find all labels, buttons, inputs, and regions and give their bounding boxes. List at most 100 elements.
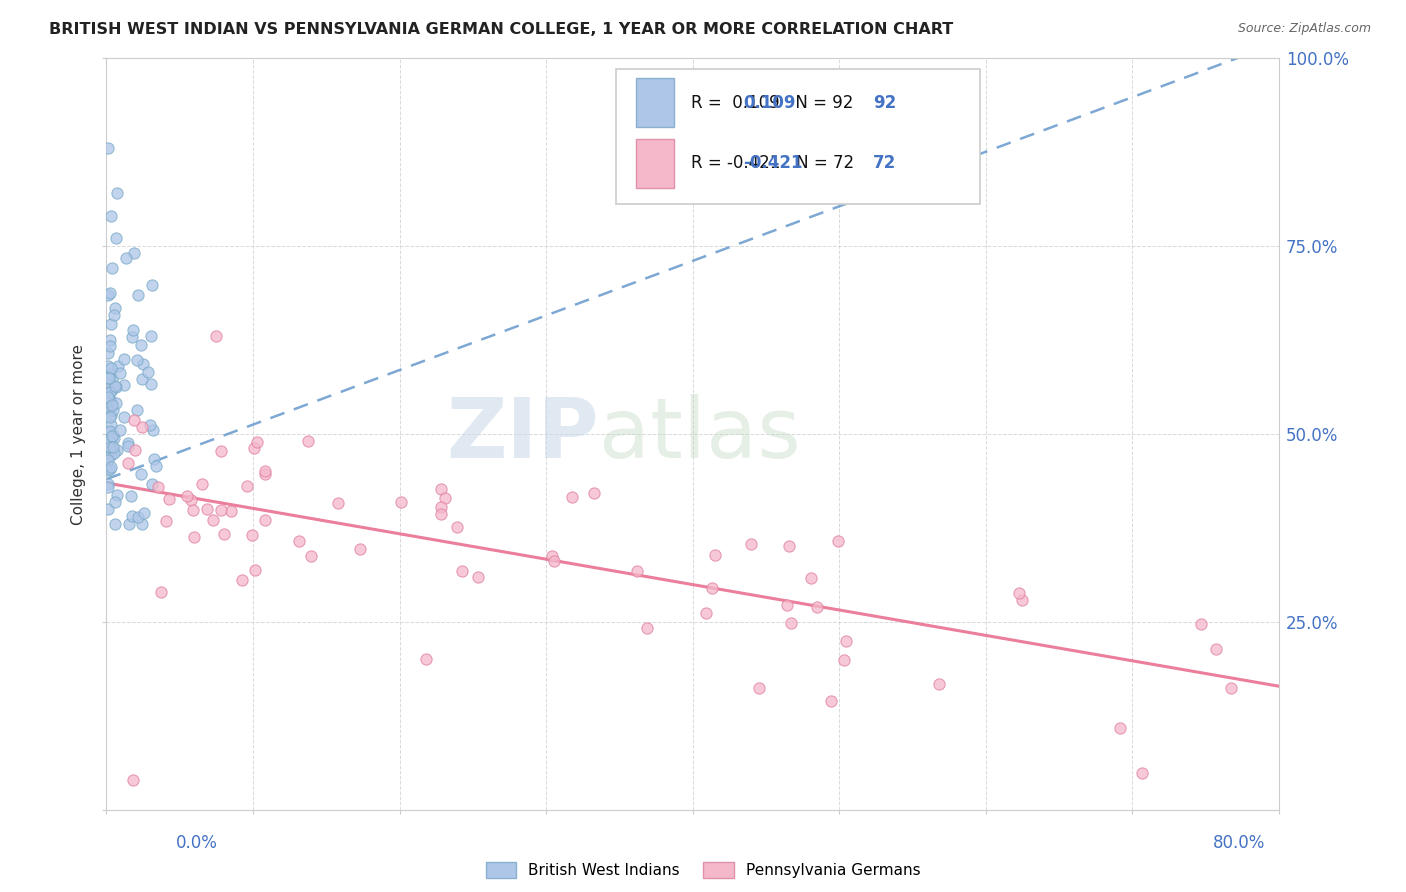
Point bbox=[112, 351, 135, 366]
Text: R = -0.421   N = 72: R = -0.421 N = 72 bbox=[692, 154, 855, 172]
Text: -0.421: -0.421 bbox=[742, 154, 803, 172]
Legend: British West Indians, Pennsylvania Germans: British West Indians, Pennsylvania Germa… bbox=[479, 856, 927, 884]
Point bbox=[100, 417, 122, 432]
Point bbox=[103, 446, 125, 460]
Point bbox=[104, 495, 127, 509]
Point bbox=[97, 359, 120, 373]
Point bbox=[429, 500, 451, 514]
Point bbox=[778, 539, 800, 553]
Point bbox=[157, 492, 180, 507]
Point bbox=[129, 338, 152, 352]
FancyBboxPatch shape bbox=[637, 138, 673, 187]
Point bbox=[139, 417, 162, 432]
Point bbox=[124, 413, 146, 427]
Point bbox=[97, 477, 120, 491]
Point bbox=[146, 480, 169, 494]
Point bbox=[100, 385, 122, 400]
Point bbox=[561, 491, 583, 505]
Point bbox=[430, 482, 453, 496]
Point bbox=[101, 403, 124, 417]
Point bbox=[131, 517, 153, 532]
Point bbox=[145, 459, 167, 474]
Point bbox=[97, 141, 120, 155]
Point bbox=[543, 554, 565, 568]
Point bbox=[98, 371, 121, 385]
Point bbox=[100, 339, 122, 353]
Point bbox=[240, 528, 263, 542]
Point bbox=[105, 380, 128, 394]
Point bbox=[143, 451, 166, 466]
Point bbox=[446, 520, 468, 534]
Point bbox=[1108, 721, 1130, 735]
Point bbox=[195, 502, 218, 516]
Point bbox=[231, 573, 253, 587]
Point bbox=[97, 452, 120, 467]
Point bbox=[97, 502, 120, 516]
Point bbox=[780, 615, 803, 630]
Text: 92: 92 bbox=[873, 94, 897, 112]
Point bbox=[149, 585, 172, 599]
Point bbox=[806, 599, 828, 614]
Point bbox=[101, 429, 124, 443]
Point bbox=[104, 517, 127, 532]
Point bbox=[209, 502, 232, 516]
Point bbox=[703, 548, 725, 562]
Point bbox=[236, 479, 259, 493]
Point bbox=[127, 288, 149, 302]
Point bbox=[117, 439, 139, 453]
Point bbox=[100, 460, 122, 475]
Point bbox=[832, 653, 855, 667]
Text: R =  0.109   N = 92: R = 0.109 N = 92 bbox=[692, 94, 853, 112]
Point bbox=[582, 486, 605, 500]
Point bbox=[100, 209, 122, 223]
Point bbox=[127, 509, 149, 524]
Point bbox=[97, 345, 120, 359]
Point bbox=[202, 513, 225, 527]
Point bbox=[103, 308, 125, 322]
Point bbox=[124, 443, 146, 458]
Point bbox=[136, 365, 159, 379]
Point bbox=[117, 436, 139, 450]
Point bbox=[112, 409, 135, 424]
Point bbox=[97, 450, 120, 464]
Point bbox=[467, 570, 489, 584]
Point bbox=[97, 405, 120, 419]
Point bbox=[98, 462, 121, 476]
Point bbox=[124, 246, 146, 260]
Point bbox=[636, 621, 658, 635]
Point bbox=[121, 330, 143, 344]
Point bbox=[104, 395, 127, 409]
Point bbox=[626, 564, 648, 578]
Point bbox=[1205, 642, 1227, 657]
Point bbox=[131, 467, 153, 482]
Point bbox=[434, 491, 457, 506]
Point bbox=[205, 329, 228, 343]
FancyBboxPatch shape bbox=[616, 69, 980, 204]
Point bbox=[98, 368, 121, 382]
Point bbox=[1011, 593, 1033, 607]
Point bbox=[122, 323, 145, 337]
Point bbox=[118, 517, 141, 532]
Point bbox=[702, 581, 724, 595]
Point bbox=[219, 504, 242, 518]
Point bbox=[98, 440, 121, 454]
Point bbox=[107, 359, 129, 373]
Point bbox=[101, 427, 124, 442]
Point bbox=[1189, 616, 1212, 631]
Point bbox=[243, 441, 266, 455]
Point bbox=[776, 598, 799, 612]
Point bbox=[97, 390, 120, 404]
Point bbox=[131, 357, 153, 371]
Point bbox=[430, 508, 453, 522]
Point bbox=[415, 652, 437, 666]
Text: atlas: atlas bbox=[599, 393, 800, 475]
Point bbox=[254, 467, 277, 482]
Point bbox=[820, 694, 842, 708]
Point bbox=[101, 261, 124, 276]
Point bbox=[176, 489, 198, 503]
Point bbox=[97, 288, 120, 302]
Point bbox=[328, 496, 350, 510]
Point bbox=[100, 409, 122, 423]
Point bbox=[253, 464, 276, 478]
Point bbox=[740, 537, 762, 551]
